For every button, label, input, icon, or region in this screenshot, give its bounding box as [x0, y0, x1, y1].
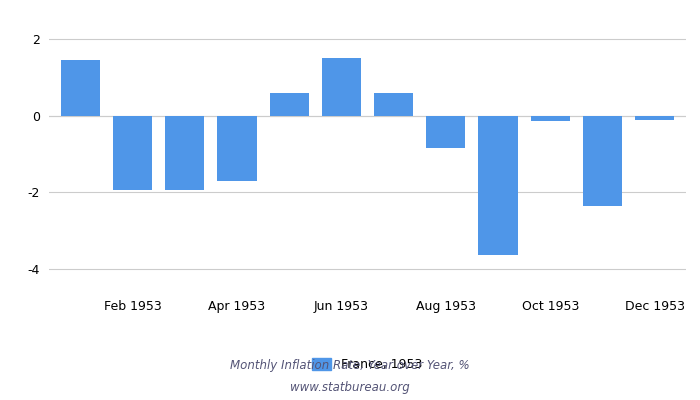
Bar	[270, 93, 309, 116]
Bar	[635, 116, 674, 120]
Bar	[218, 116, 256, 181]
Bar	[165, 116, 204, 190]
Text: www.statbureau.org: www.statbureau.org	[290, 382, 410, 394]
Bar	[113, 116, 152, 190]
Legend: France, 1953: France, 1953	[307, 353, 428, 376]
Bar	[583, 116, 622, 206]
Bar	[479, 116, 517, 256]
Bar	[531, 116, 570, 122]
Bar	[322, 58, 361, 116]
Bar	[61, 60, 100, 116]
Text: Monthly Inflation Rate, Year over Year, %: Monthly Inflation Rate, Year over Year, …	[230, 360, 470, 372]
Bar	[374, 93, 413, 116]
Bar	[426, 116, 466, 148]
